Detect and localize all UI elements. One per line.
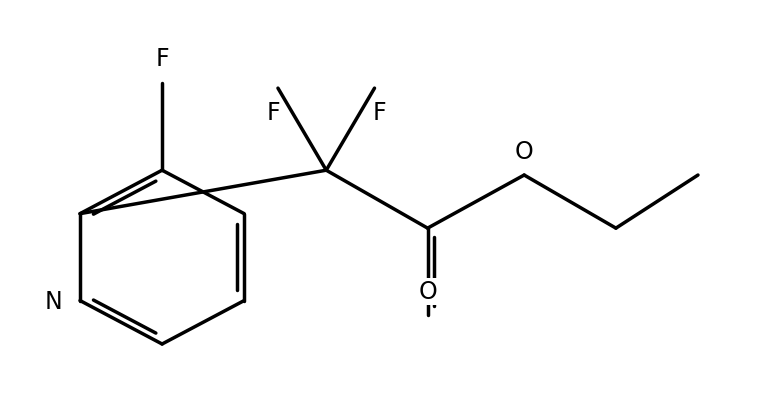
Text: N: N xyxy=(45,289,63,313)
Text: O: O xyxy=(515,140,534,164)
Text: F: F xyxy=(373,101,386,124)
Text: O: O xyxy=(419,280,437,304)
Text: F: F xyxy=(266,101,280,124)
Text: F: F xyxy=(156,47,169,71)
